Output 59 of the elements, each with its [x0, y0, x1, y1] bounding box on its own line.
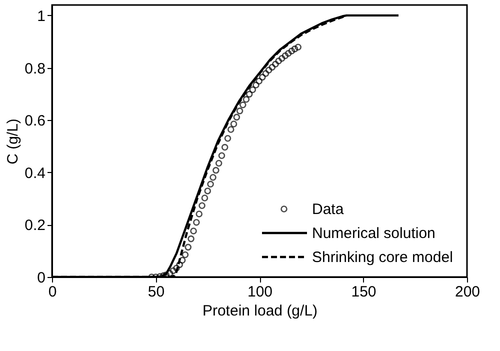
legend-label: Data [312, 201, 344, 218]
point [259, 74, 266, 81]
legend-label: Numerical solution [312, 225, 436, 242]
point [268, 64, 276, 71]
x-axis-title: Protein load (g/L) [202, 302, 318, 320]
point [201, 194, 208, 202]
y-tick-label: 1 [37, 8, 46, 25]
point [294, 44, 302, 50]
point [233, 114, 240, 121]
point [224, 135, 232, 142]
point [282, 52, 289, 60]
y-tick-label: 0.4 [24, 164, 46, 182]
x-tick-label: 0 [48, 284, 57, 300]
point [242, 96, 250, 103]
x-tick-label: 150 [351, 284, 376, 300]
y-tick-label: 0.6 [24, 112, 46, 130]
point [210, 174, 216, 181]
point [256, 78, 262, 84]
point [193, 218, 200, 226]
point [198, 202, 206, 209]
point [240, 102, 246, 108]
x-tick-label: 100 [247, 284, 273, 300]
point [173, 264, 180, 272]
point [182, 251, 189, 258]
point [249, 86, 256, 94]
point [178, 256, 186, 264]
point [275, 58, 282, 64]
point [272, 60, 279, 68]
point [262, 70, 270, 77]
point [278, 54, 286, 62]
point [221, 144, 228, 151]
x-tick-label: 200 [454, 284, 480, 300]
point [291, 46, 298, 52]
point [215, 160, 222, 167]
y-tick-label: 0.8 [24, 60, 46, 78]
point [252, 82, 260, 88]
point [288, 48, 296, 54]
point [207, 180, 214, 188]
point [227, 126, 234, 133]
point [265, 66, 272, 74]
point [246, 90, 253, 98]
y-axis-title: C (g/L) [4, 118, 22, 164]
point [236, 108, 244, 114]
point [184, 244, 192, 251]
point [190, 228, 197, 234]
y-tick-label: 0.2 [24, 217, 46, 234]
point [218, 152, 226, 160]
point [204, 188, 212, 194]
point [230, 120, 238, 128]
point [176, 261, 183, 268]
point [212, 166, 220, 174]
point [166, 270, 174, 277]
legend-label: Shrinking core model [312, 249, 453, 266]
point [188, 235, 194, 242]
y-tick-label: 0 [37, 270, 46, 286]
point [284, 50, 292, 57]
point [170, 267, 177, 274]
x-tick-label: 50 [148, 284, 165, 300]
point [196, 210, 203, 218]
